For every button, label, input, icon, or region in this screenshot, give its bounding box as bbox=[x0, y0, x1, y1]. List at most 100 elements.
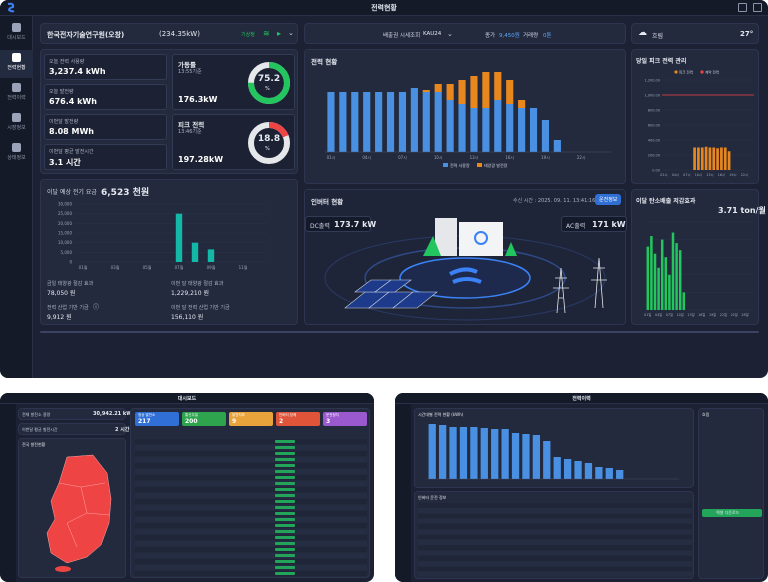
x-tick-label: 09월 bbox=[207, 264, 216, 270]
status-tile[interactable]: 통신두절 200 bbox=[182, 412, 226, 426]
x-tick-label: 10시 bbox=[434, 155, 443, 160]
nav-power-status[interactable]: 전력현황 bbox=[0, 50, 33, 78]
table-row[interactable] bbox=[135, 445, 367, 450]
dc-output-box: DC출력 173.7 kW bbox=[305, 216, 376, 232]
table-row[interactable] bbox=[135, 559, 367, 564]
status-tile[interactable]: 운전정지 3 bbox=[323, 412, 367, 426]
table-row[interactable] bbox=[135, 493, 367, 498]
solar-bar bbox=[470, 76, 478, 108]
history-bar bbox=[511, 433, 520, 479]
x-tick-label: 11월 bbox=[239, 264, 248, 270]
history-bar bbox=[501, 429, 509, 479]
carbon-bar bbox=[678, 250, 682, 310]
table-row[interactable] bbox=[418, 524, 692, 529]
usage-bar bbox=[375, 92, 383, 152]
plant-selector[interactable]: 한국전자기술연구원(오창) (234.35kW) 기상청 ≋ ▸ ⌄ bbox=[40, 23, 298, 44]
status-tile-value: 2 bbox=[279, 418, 284, 425]
hourly-chart-panel: 시간대별 전력 현황 (kWh) bbox=[414, 408, 694, 488]
table-row[interactable] bbox=[135, 439, 367, 444]
status-tile[interactable]: 정상 발전소 217 bbox=[135, 412, 179, 426]
status-tile-value: 3 bbox=[326, 418, 331, 425]
x-tick-label: 22시 bbox=[577, 155, 586, 160]
chevron-down-icon[interactable]: ⌄ bbox=[288, 29, 294, 37]
usage-bar bbox=[518, 108, 526, 152]
run-info-button[interactable]: 운전정보 bbox=[595, 194, 622, 205]
table-row[interactable] bbox=[135, 553, 367, 558]
table-row[interactable] bbox=[418, 571, 692, 577]
monthly-bill-panel: 이달 예상 전기 요금 6,523 천원 30,000 25,000 20,000 1… bbox=[40, 179, 298, 325]
table-row[interactable] bbox=[135, 475, 367, 480]
table-row[interactable] bbox=[135, 499, 367, 504]
window-icon[interactable] bbox=[753, 3, 762, 12]
table-row[interactable] bbox=[135, 541, 367, 546]
receive-time: 수신 시간 : 2025. 09. 11. 13:41:16 bbox=[513, 198, 596, 204]
x-tick-label: 19일 bbox=[709, 312, 716, 317]
table-row[interactable] bbox=[418, 540, 692, 545]
market-area-value[interactable]: KAU24 bbox=[423, 31, 442, 37]
table-row[interactable] bbox=[135, 529, 367, 534]
table-row[interactable] bbox=[418, 503, 692, 508]
history-bar bbox=[563, 459, 572, 479]
scrollbar[interactable] bbox=[40, 331, 759, 333]
status-tile[interactable]: 발전저조 9 bbox=[229, 412, 273, 426]
table-row[interactable] bbox=[135, 463, 367, 468]
play-icon[interactable]: ▸ bbox=[277, 29, 282, 38]
table-row[interactable] bbox=[418, 508, 692, 513]
y-tick-label: 10,000 bbox=[58, 240, 72, 245]
table-row[interactable] bbox=[135, 535, 367, 540]
table-row[interactable] bbox=[418, 545, 692, 550]
status-pill bbox=[275, 566, 295, 569]
bill-bar bbox=[207, 249, 215, 262]
status-pill bbox=[275, 524, 295, 527]
inverter-panel: 인버터 현황 수신 시간 : 2025. 09. 11. 13:41:16 운전… bbox=[304, 189, 627, 325]
peak-mgmt-panel: 당일 피크 전력 관리 1,200.00 1,000.00 800.00 600.00… bbox=[631, 49, 759, 184]
sidebar: 대시보드 전력현황 전력이력 시장정보 상태정보 bbox=[0, 16, 33, 378]
table-row[interactable] bbox=[135, 487, 367, 492]
excel-download-button[interactable]: 엑셀 다운로드 bbox=[702, 509, 762, 517]
table-row[interactable] bbox=[135, 457, 367, 462]
nav-market-info[interactable]: 시장정보 bbox=[0, 110, 33, 138]
table-row[interactable] bbox=[135, 523, 367, 528]
x-tick-label: 25일 bbox=[731, 312, 738, 317]
status-tile[interactable]: 인버터 장애 2 bbox=[276, 412, 320, 426]
table-row[interactable] bbox=[418, 566, 692, 572]
table-row[interactable] bbox=[135, 511, 367, 516]
x-tick-label: 19시 bbox=[541, 155, 550, 160]
x-tick-label: 13시 bbox=[470, 155, 479, 160]
table-row[interactable] bbox=[135, 481, 367, 486]
nav-status-info[interactable]: 상태정보 bbox=[0, 140, 33, 168]
table-row[interactable] bbox=[418, 529, 692, 534]
table-row[interactable] bbox=[135, 517, 367, 522]
table-row[interactable] bbox=[418, 550, 692, 556]
table-row[interactable] bbox=[135, 571, 367, 576]
table-row[interactable] bbox=[135, 547, 367, 552]
market-dropdown-icon[interactable]: ⌄ bbox=[447, 30, 453, 38]
usage-bar bbox=[434, 92, 442, 152]
table-row[interactable] bbox=[418, 556, 692, 561]
nav-dashboard[interactable]: 대시보드 bbox=[0, 20, 33, 48]
table-row[interactable] bbox=[135, 565, 367, 570]
table-row[interactable] bbox=[418, 534, 692, 540]
info-icon[interactable]: ⓘ bbox=[93, 304, 100, 311]
carbon-bar bbox=[657, 267, 660, 310]
peak-bar bbox=[708, 147, 712, 170]
table-row[interactable] bbox=[418, 513, 692, 519]
status-pill bbox=[275, 572, 295, 575]
fullscreen-icon[interactable] bbox=[738, 3, 747, 12]
table-row[interactable] bbox=[418, 561, 692, 566]
x-tick-label: 16일 bbox=[698, 312, 705, 317]
usage-bar bbox=[482, 108, 490, 152]
nav-power-history[interactable]: 전력이력 bbox=[0, 80, 33, 108]
volume-value: 0톤 bbox=[543, 33, 552, 39]
status-pill bbox=[275, 452, 295, 455]
peak-bar bbox=[727, 151, 731, 170]
table-row[interactable] bbox=[135, 505, 367, 510]
wifi-icon: ≋ bbox=[263, 29, 270, 38]
table-row[interactable] bbox=[135, 469, 367, 474]
status-tile-label: 통신두절 bbox=[185, 413, 198, 417]
history-bar bbox=[459, 427, 468, 479]
weather-card: ☁ 흐림 27° bbox=[631, 23, 759, 44]
x-tick-label: 05월 bbox=[143, 264, 152, 270]
table-row[interactable] bbox=[418, 518, 692, 524]
table-row[interactable] bbox=[135, 451, 367, 456]
